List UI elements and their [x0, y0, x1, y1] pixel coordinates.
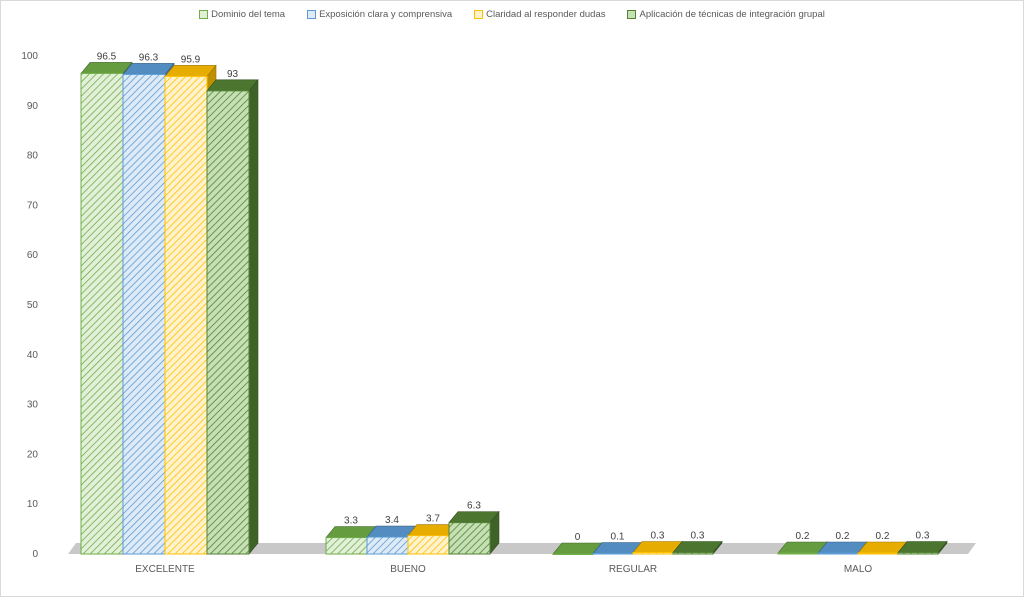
- bar-front: [164, 75, 208, 555]
- legend-swatch-dominio: [199, 10, 209, 19]
- floor-plane: [68, 543, 976, 554]
- bar-top: [448, 511, 500, 523]
- bar-top: [672, 541, 723, 553]
- x-tick-label: BUENO: [390, 564, 426, 575]
- data-label: 0.2: [836, 531, 850, 542]
- bar-front: [632, 552, 674, 555]
- data-label: 0.1: [611, 532, 625, 543]
- bar-front: [325, 537, 368, 555]
- x-tick-label: REGULAR: [609, 564, 657, 575]
- x-axis: EXCELENTE BUENO REGULAR MALO: [135, 564, 872, 575]
- legend-swatch-exposicion: [307, 10, 317, 19]
- bar-front: [122, 73, 166, 555]
- legend-item-claridad: Claridad al responder dudas: [474, 9, 605, 20]
- bar-top: [122, 63, 175, 75]
- bar: [897, 540, 948, 555]
- y-tick-label: 80: [27, 151, 39, 162]
- bars: [80, 61, 948, 555]
- bar-front: [592, 553, 634, 555]
- legend-label-aplicacion: Aplicación de técnicas de integración gr…: [639, 9, 825, 20]
- y-tick-label: 90: [27, 101, 39, 112]
- y-tick-label: 20: [27, 449, 39, 460]
- bar-front: [857, 552, 899, 555]
- chart-floor: [68, 543, 976, 554]
- bar-top: [80, 62, 133, 74]
- bar-front: [672, 552, 714, 555]
- data-label: 0.2: [796, 531, 810, 542]
- data-label: 95.9: [181, 54, 201, 65]
- legend: Dominio del tema Exposición clara y comp…: [0, 9, 1024, 20]
- data-label: 0: [575, 532, 581, 543]
- data-label: 0.3: [691, 531, 705, 542]
- y-tick-label: 100: [21, 51, 38, 62]
- bar-top: [164, 65, 217, 77]
- legend-item-dominio: Dominio del tema: [199, 9, 285, 20]
- bar-front: [817, 552, 859, 555]
- data-label: 3.4: [385, 515, 399, 526]
- y-tick-label: 10: [27, 499, 39, 510]
- y-tick-label: 40: [27, 350, 39, 361]
- bar-front: [407, 535, 450, 555]
- bar-front: [777, 552, 819, 555]
- bar-front: [897, 552, 939, 555]
- data-label: 0.2: [876, 531, 890, 542]
- y-axis: 0 10 20 30 40 50 60 70 80 90 100: [21, 51, 38, 560]
- legend-item-aplicacion: Aplicación de técnicas de integración gr…: [627, 9, 825, 20]
- legend-swatch-aplicacion: [627, 10, 637, 19]
- bar-top: [206, 79, 259, 92]
- data-label: 3.3: [344, 516, 358, 527]
- bar: [448, 510, 500, 555]
- data-labels: 96.5 96.3 95.9 93 3.3 3.4 3.7 6.3 0 0.1 0.3 0.3 0.2 0…: [97, 51, 930, 543]
- data-label: 3.7: [426, 514, 440, 525]
- legend-label-dominio: Dominio del tema: [211, 9, 286, 20]
- bar-top: [897, 541, 948, 553]
- legend-swatch-claridad: [474, 10, 484, 19]
- x-tick-label: EXCELENTE: [135, 564, 195, 575]
- bar-front: [448, 522, 491, 555]
- data-label: 0.3: [916, 531, 930, 542]
- data-label: 6.3: [467, 501, 481, 512]
- y-tick-label: 70: [27, 200, 39, 211]
- x-tick-label: MALO: [844, 564, 873, 575]
- bar: [366, 525, 418, 555]
- bar: [206, 79, 259, 555]
- bar-front: [206, 90, 250, 555]
- legend-label-exposicion: Exposición clara y comprensiva: [319, 9, 453, 20]
- y-tick-label: 0: [32, 549, 38, 560]
- y-tick-label: 30: [27, 400, 39, 411]
- data-label: 96.3: [139, 52, 159, 63]
- bar: [672, 540, 723, 555]
- y-tick-label: 50: [27, 300, 39, 311]
- data-label: 96.5: [97, 51, 117, 62]
- bar-front: [80, 72, 124, 555]
- legend-label-claridad: Claridad al responder dudas: [486, 9, 606, 20]
- bar-front: [552, 553, 594, 555]
- bar-front: [366, 536, 409, 555]
- legend-item-exposicion: Exposición clara y comprensiva: [307, 9, 452, 20]
- data-label: 0.3: [651, 531, 665, 542]
- bar-side: [248, 79, 259, 555]
- y-tick-label: 60: [27, 250, 39, 261]
- bar: [325, 525, 377, 555]
- data-label: 93: [227, 69, 239, 80]
